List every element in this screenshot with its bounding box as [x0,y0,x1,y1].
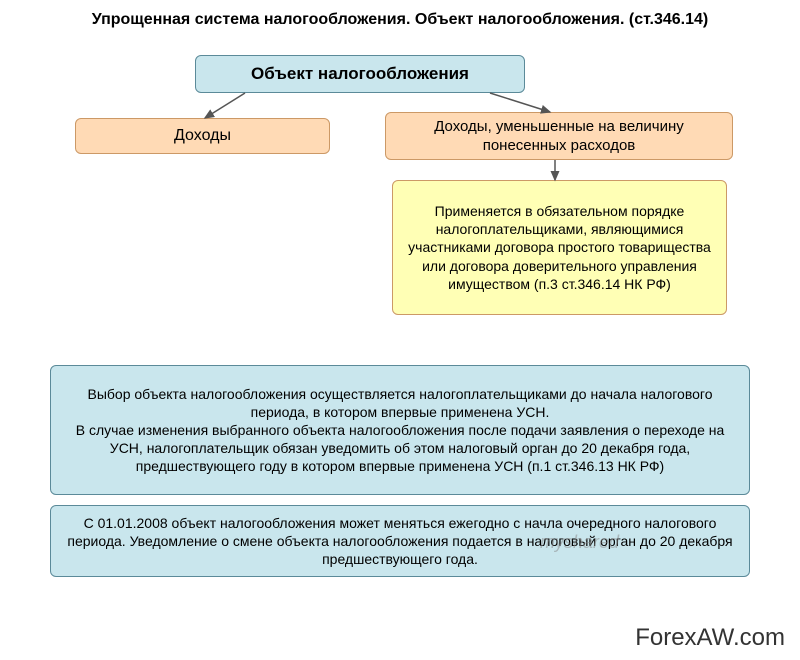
left-box-text: Доходы [174,126,231,147]
main-box: Объект налогообложения [195,55,525,93]
main-box-text: Объект налогообложения [251,63,469,85]
yellow-box-text: Применяется в обязательном порядке налог… [403,202,716,293]
right-box: Доходы, уменьшенные на величину понесенн… [385,112,733,160]
yellow-box: Применяется в обязательном порядке налог… [392,180,727,315]
blue2-box: С 01.01.2008 объект налогообложения може… [50,505,750,577]
blue1-box-text: Выбор объекта налогообложения осуществля… [61,385,739,476]
logo: ForexAW.com [635,624,785,652]
blue1-box: Выбор объекта налогообложения осуществля… [50,365,750,495]
left-box: Доходы [75,118,330,154]
page-title: Упрощенная система налогообложения. Объе… [0,0,800,36]
blue2-box-text: С 01.01.2008 объект налогообложения може… [61,514,739,569]
right-box-text: Доходы, уменьшенные на величину понесенн… [396,117,722,156]
